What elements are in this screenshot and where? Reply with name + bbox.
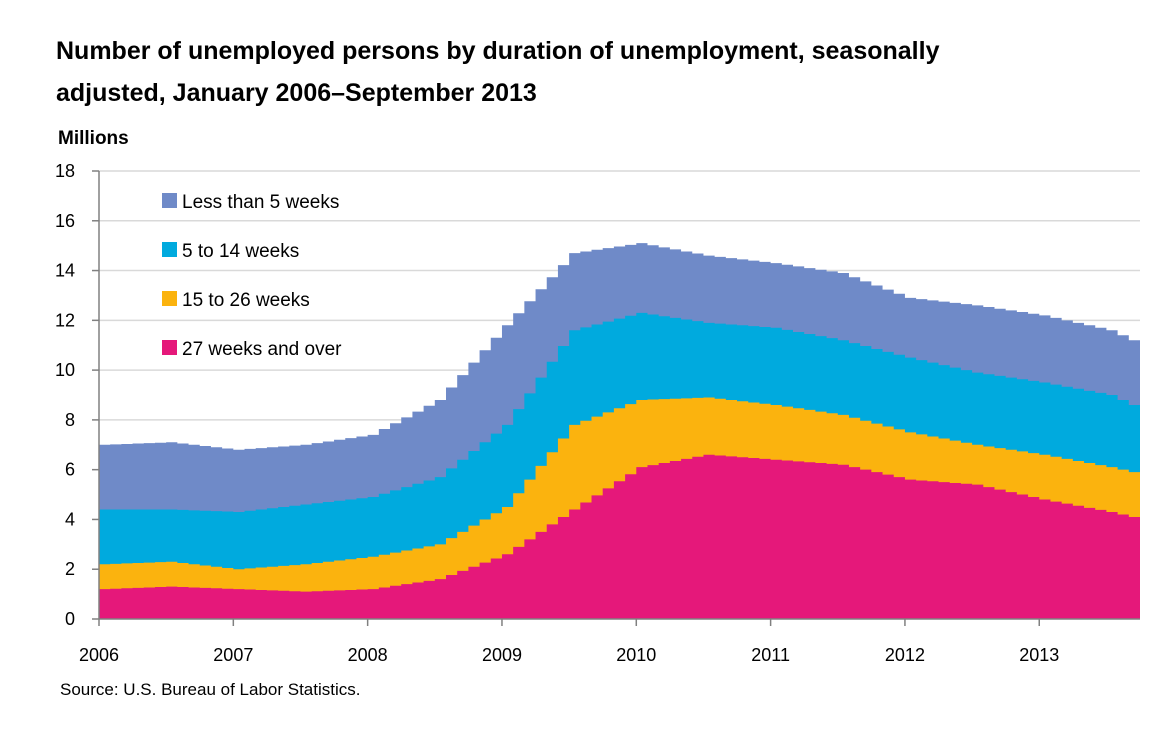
y-tick-label: 8 bbox=[65, 410, 75, 430]
x-tick-label: 2011 bbox=[751, 645, 790, 665]
y-tick-label: 12 bbox=[55, 310, 75, 330]
y-tick-label: 2 bbox=[65, 559, 75, 579]
y-axis-label: Millions bbox=[58, 128, 129, 149]
legend-swatch bbox=[162, 242, 177, 257]
x-tick-label: 2006 bbox=[79, 645, 119, 665]
legend-label: Less than 5 weeks bbox=[182, 192, 339, 213]
source-note: Source: U.S. Bureau of Labor Statistics. bbox=[60, 680, 361, 699]
legend-label: 15 to 26 weeks bbox=[182, 290, 310, 311]
chart-title-line-2: adjusted, January 2006–September 2013 bbox=[56, 79, 537, 107]
y-tick-label: 18 bbox=[55, 161, 75, 181]
legend-item: Less than 5 weeks bbox=[162, 192, 339, 213]
stacked-area-chart: 0 2 4 6 8 10 12 14 16 18 2006 2007 2008 2009 2010 2011 2… bbox=[55, 161, 1140, 665]
chart-title: Number of unemployed persons by duration… bbox=[56, 30, 1136, 114]
chart-title-line-1: Number of unemployed persons by duration… bbox=[56, 37, 940, 65]
legend-item: 27 weeks and over bbox=[162, 339, 342, 360]
y-tick-label: 6 bbox=[65, 460, 75, 480]
legend-item: 5 to 14 weeks bbox=[162, 241, 299, 262]
legend-label: 27 weeks and over bbox=[182, 339, 342, 360]
y-tick-label: 0 bbox=[65, 609, 75, 629]
legend-swatch bbox=[162, 193, 177, 208]
x-tick-label: 2009 bbox=[482, 645, 522, 665]
y-tick-label: 16 bbox=[55, 211, 75, 231]
x-tick-label: 2007 bbox=[213, 645, 253, 665]
x-tick-label: 2010 bbox=[616, 645, 656, 665]
x-tick-label: 2013 bbox=[1019, 645, 1059, 665]
legend-item: 15 to 26 weeks bbox=[162, 290, 310, 311]
series-area-27-weeks-and-over bbox=[99, 454, 1140, 619]
legend-label: 5 to 14 weeks bbox=[182, 241, 299, 262]
x-tick-label: 2008 bbox=[348, 645, 388, 665]
y-tick-label: 14 bbox=[55, 261, 75, 281]
legend-swatch bbox=[162, 340, 177, 355]
y-tick-label: 4 bbox=[65, 509, 75, 529]
y-tick-label: 10 bbox=[55, 360, 75, 380]
legend-swatch bbox=[162, 291, 177, 306]
x-tick-label: 2012 bbox=[885, 645, 925, 665]
